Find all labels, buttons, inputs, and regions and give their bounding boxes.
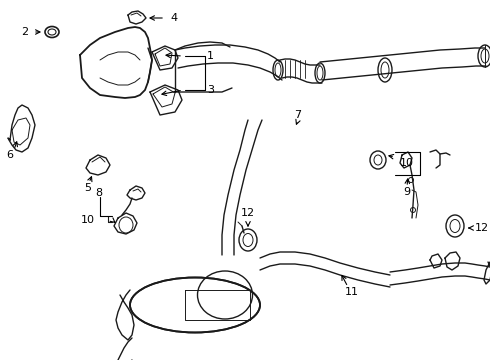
Text: 4: 4 bbox=[170, 13, 177, 23]
Text: 9: 9 bbox=[403, 187, 411, 197]
Text: 1: 1 bbox=[207, 51, 214, 61]
Text: 8: 8 bbox=[95, 188, 102, 198]
Text: 10: 10 bbox=[400, 158, 414, 168]
Text: 7: 7 bbox=[294, 110, 301, 120]
Text: 12: 12 bbox=[475, 223, 489, 233]
Text: 5: 5 bbox=[84, 183, 92, 193]
Text: 3: 3 bbox=[207, 85, 214, 95]
Text: 11: 11 bbox=[345, 287, 359, 297]
Text: 6: 6 bbox=[6, 150, 14, 160]
Ellipse shape bbox=[130, 278, 260, 333]
Text: 12: 12 bbox=[241, 208, 255, 218]
Text: 10: 10 bbox=[81, 215, 95, 225]
Text: 2: 2 bbox=[21, 27, 28, 37]
